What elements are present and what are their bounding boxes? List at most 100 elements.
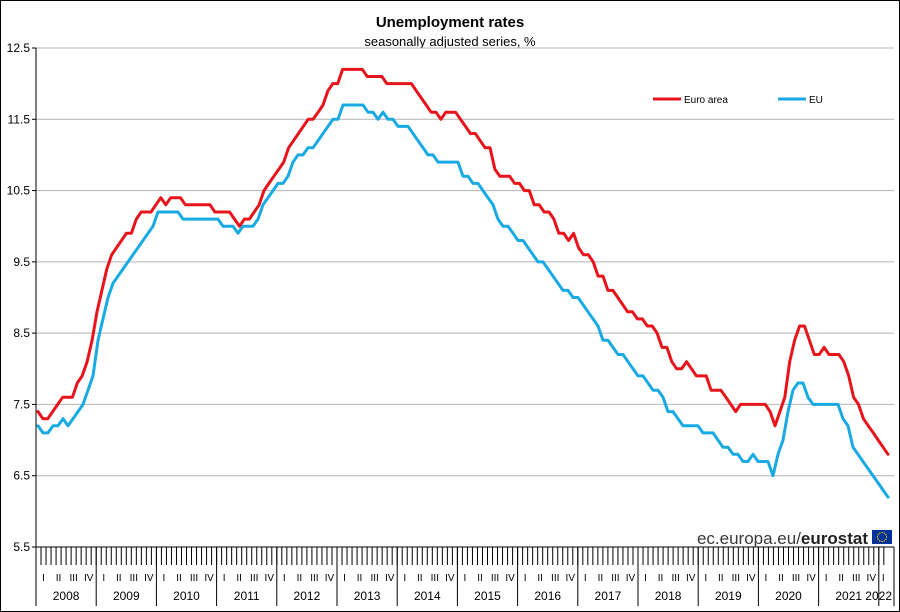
year-label: 2012 xyxy=(294,589,321,603)
legend-label-eu: EU xyxy=(809,95,823,106)
flag-star xyxy=(876,536,879,538)
quarter-label: IV xyxy=(505,573,515,584)
quarter-label: II xyxy=(838,573,844,584)
year-label: 2014 xyxy=(414,589,441,603)
quarter-label: II xyxy=(778,573,784,584)
quarter-label: III xyxy=(671,573,679,584)
quarter-label: IV xyxy=(325,573,335,584)
year-label: 2019 xyxy=(715,589,742,603)
quarter-label: III xyxy=(250,573,258,584)
flag-star xyxy=(877,538,879,540)
year-label: 2017 xyxy=(595,589,622,603)
quarter-label: IV xyxy=(626,573,636,584)
quarter-label: IV xyxy=(84,573,94,584)
flag-star xyxy=(885,538,887,540)
y-axis: 5.5 6.5 7.5 8.5 9.5 10.5 11.5 12.5 xyxy=(7,41,37,554)
y-tick-label: 7.5 xyxy=(13,397,30,411)
quarter-label: IV xyxy=(445,573,455,584)
quarter-label: III xyxy=(190,573,198,584)
quarter-label: II xyxy=(537,573,543,584)
series-line-euro-area xyxy=(36,67,890,456)
y-tick-label: 9.5 xyxy=(13,255,30,269)
quarter-label: I xyxy=(882,573,885,584)
quarter-label: I xyxy=(223,573,226,584)
legend: Euro area EU xyxy=(653,95,823,106)
quarter-label: II xyxy=(718,573,724,584)
y-tick-label: 10.5 xyxy=(7,184,31,198)
quarter-label: IV xyxy=(144,573,154,584)
quarter-label: II xyxy=(477,573,483,584)
flag-star xyxy=(877,534,879,536)
year-label: 2010 xyxy=(173,589,200,603)
quarter-label: I xyxy=(163,573,166,584)
quarter-label: I xyxy=(765,573,768,584)
year-label: 2015 xyxy=(474,589,501,603)
chart-subtitle: seasonally adjusted series, % xyxy=(364,34,536,49)
quarter-label: III xyxy=(611,573,619,584)
quarter-label: I xyxy=(524,573,527,584)
flag-star xyxy=(881,531,883,534)
quarter-label: I xyxy=(283,573,286,584)
flag-star xyxy=(883,532,885,534)
year-label: 2013 xyxy=(354,589,381,603)
quarter-label: I xyxy=(825,573,828,584)
quarter-label: III xyxy=(491,573,499,584)
year-label: 2021 xyxy=(835,589,862,603)
quarter-label: II xyxy=(116,573,122,584)
quarter-label: II xyxy=(417,573,423,584)
source-credit: ec.europa.eu/eurostat xyxy=(697,529,892,548)
flag-star xyxy=(879,540,881,542)
quarter-label: IV xyxy=(204,573,214,584)
quarter-label: IV xyxy=(686,573,696,584)
chart-title: Unemployment rates xyxy=(376,14,524,31)
year-label: 2008 xyxy=(53,589,80,603)
y-tick-label: 12.5 xyxy=(7,41,31,55)
quarter-label: I xyxy=(464,573,467,584)
quarter-label: I xyxy=(102,573,105,584)
quarter-label: II xyxy=(297,573,303,584)
quarter-label: I xyxy=(644,573,647,584)
quarter-label: II xyxy=(357,573,363,584)
y-tick-label: 5.5 xyxy=(13,540,30,554)
quarter-label: IV xyxy=(746,573,756,584)
quarter-label: IV xyxy=(265,573,275,584)
quarter-label: III xyxy=(310,573,318,584)
quarter-label: II xyxy=(236,573,242,584)
quarter-label: I xyxy=(42,573,45,584)
eu-flag-icon xyxy=(872,530,892,544)
quarter-label: I xyxy=(704,573,707,584)
quarter-label: II xyxy=(598,573,604,584)
flag-star xyxy=(879,532,881,534)
quarter-label: I xyxy=(403,573,406,584)
source-brand: eurostat xyxy=(801,529,868,548)
year-label: 2022 xyxy=(865,589,892,603)
quarter-label: I xyxy=(343,573,346,584)
flag-star xyxy=(881,540,883,543)
quarter-label: I xyxy=(584,573,587,584)
y-tick-label: 11.5 xyxy=(8,112,31,126)
y-tick-label: 8.5 xyxy=(13,326,30,340)
flag-star xyxy=(885,536,888,538)
quarter-label: III xyxy=(792,573,800,584)
source-text: ec.europa.eu/eurostat xyxy=(697,529,868,548)
series-line-eu xyxy=(36,103,890,499)
year-label: 2018 xyxy=(655,589,682,603)
quarter-label: IV xyxy=(566,573,576,584)
quarter-label: III xyxy=(551,573,559,584)
year-label: 2011 xyxy=(234,589,260,603)
quarter-label: III xyxy=(370,573,378,584)
quarter-label: III xyxy=(130,573,138,584)
quarter-label: IV xyxy=(806,573,816,584)
year-label: 2016 xyxy=(534,589,561,603)
year-label: 2009 xyxy=(113,589,140,603)
quarter-label: IV xyxy=(867,573,877,584)
quarter-label: III xyxy=(431,573,439,584)
flag-star xyxy=(883,540,885,542)
source-domain: ec.europa.eu/ xyxy=(697,529,801,548)
quarter-label: III xyxy=(732,573,740,584)
flag-star xyxy=(885,534,887,536)
